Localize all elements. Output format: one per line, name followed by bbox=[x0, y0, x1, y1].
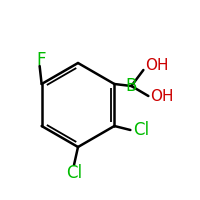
Text: B: B bbox=[126, 77, 137, 95]
Text: F: F bbox=[36, 51, 45, 69]
Text: OH: OH bbox=[145, 58, 169, 73]
Text: Cl: Cl bbox=[66, 164, 82, 182]
Text: OH: OH bbox=[150, 89, 174, 104]
Text: Cl: Cl bbox=[133, 121, 149, 139]
